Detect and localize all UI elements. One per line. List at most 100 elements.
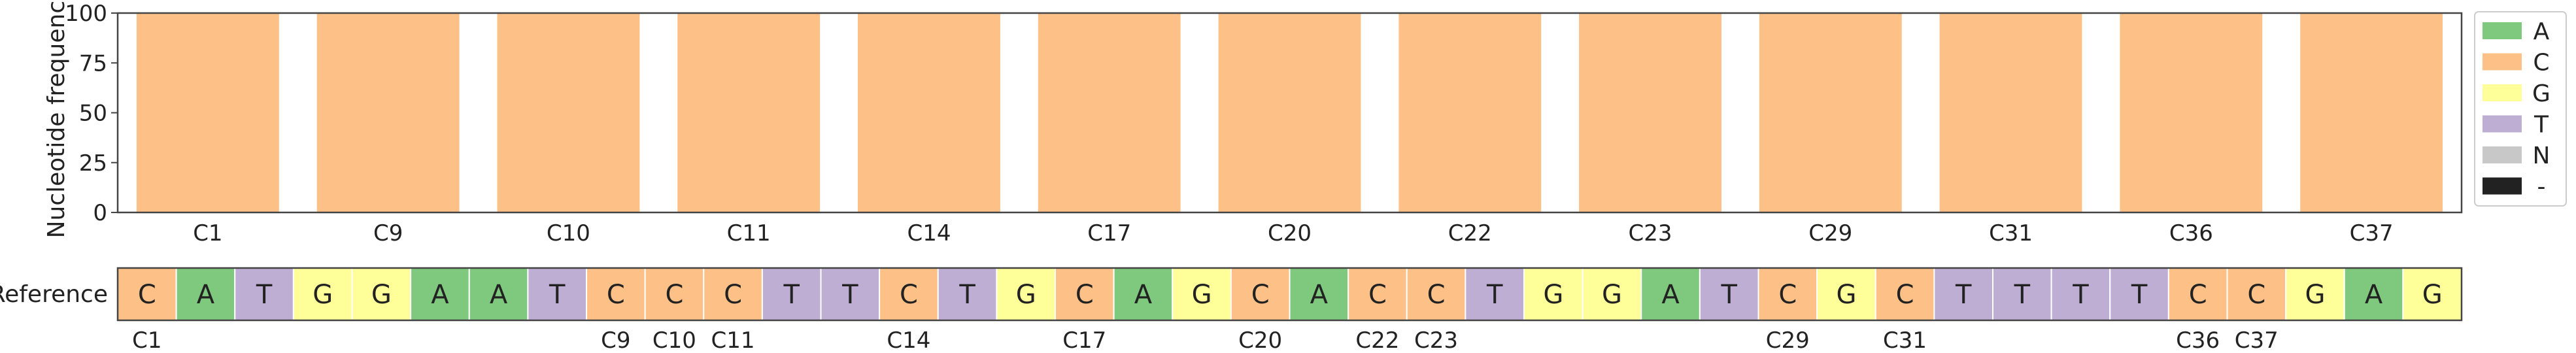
reference-cell: [351, 267, 412, 321]
reference-nucleotide: T: [1486, 280, 1503, 310]
reference-nucleotide: C: [900, 280, 918, 310]
reference-cell: [644, 267, 705, 321]
x-tick-label: C31: [1989, 220, 2033, 246]
legend-swatch-G: [2483, 84, 2522, 101]
reference-nucleotide: C: [1778, 280, 1797, 310]
y-tick-label: 0: [93, 200, 107, 226]
reference-nucleotide: T: [1955, 280, 1972, 310]
legend-swatch-T: [2483, 115, 2522, 133]
y-tick-label: 75: [79, 50, 107, 76]
legend-swatch-A: [2483, 22, 2522, 39]
reference-cell: [1230, 267, 1291, 321]
reference-nucleotide: T: [256, 280, 273, 310]
reference-cell: [2343, 267, 2404, 321]
legend-box: [2474, 11, 2567, 207]
legend-swatch-C: [2483, 53, 2522, 71]
reference-nucleotide: T: [783, 280, 800, 310]
reference-cell: [1816, 267, 1876, 321]
reference-position-label: C31: [1883, 328, 1927, 353]
bar-C17-C: [1038, 13, 1181, 212]
bar-C23-C: [1579, 13, 1721, 212]
reference-nucleotide: A: [1310, 280, 1329, 310]
x-tick-label: C22: [1448, 220, 1492, 246]
bar-C37-C: [2300, 13, 2443, 212]
reference-cell: [234, 267, 294, 321]
reference-nucleotide: C: [607, 280, 625, 310]
x-tick-label: C17: [1087, 220, 1131, 246]
reference-nucleotide: C: [1368, 280, 1387, 310]
reference-position-label: C10: [652, 328, 696, 353]
bar-C14-C: [858, 13, 1000, 212]
y-tick-label: 25: [79, 150, 107, 176]
reference-cell: [2226, 267, 2287, 321]
reference-position-label: C20: [1238, 328, 1282, 353]
reference-nucleotide: C: [724, 280, 742, 310]
reference-nucleotide: T: [2131, 280, 2148, 310]
bar-C36-C: [2120, 13, 2263, 212]
reference-nucleotide: C: [1427, 280, 1446, 310]
reference-nucleotide: G: [1016, 280, 1036, 310]
reference-position-label: C17: [1062, 328, 1106, 353]
reference-nucleotide: C: [1896, 280, 1914, 310]
y-tick-label: 100: [65, 1, 107, 27]
reference-label: Reference: [0, 281, 108, 308]
reference-nucleotide: G: [1192, 280, 1212, 310]
legend-label: T: [2534, 112, 2549, 139]
y-tick-label: 50: [79, 101, 107, 127]
reference-cell: [1582, 267, 1642, 321]
bar-C10-C: [497, 13, 640, 212]
reference-position-label: C14: [887, 328, 930, 353]
reference-cell: [1172, 267, 1232, 321]
reference-nucleotide: A: [431, 280, 449, 310]
x-tick-label: C20: [1268, 220, 1312, 246]
bar-C11-C: [677, 13, 821, 212]
reference-nucleotide: C: [138, 280, 156, 310]
reference-nucleotide: G: [1543, 280, 1563, 310]
reference-nucleotide: G: [313, 280, 333, 310]
reference-nucleotide: A: [490, 280, 508, 310]
reference-nucleotide: C: [2189, 280, 2207, 310]
reference-nucleotide: C: [1251, 280, 1270, 310]
reference-position-label: C29: [1766, 328, 1810, 353]
reference-nucleotide: G: [2422, 280, 2443, 310]
reference-position-label: C11: [711, 328, 755, 353]
bar-C29-C: [1759, 13, 1902, 212]
reference-nucleotide: T: [549, 280, 566, 310]
bar-C9-C: [316, 13, 460, 212]
reference-nucleotide: G: [371, 280, 392, 310]
reference-cell: [1933, 267, 1993, 321]
reference-nucleotide: A: [2365, 280, 2383, 310]
legend-label: N: [2533, 143, 2551, 169]
reference-frame: [116, 267, 2463, 322]
x-tick-label: C10: [547, 220, 590, 246]
legend-swatch-N: [2483, 146, 2522, 163]
reference-cell: [879, 267, 939, 321]
legend-label: A: [2534, 18, 2550, 45]
x-tick-label: C9: [373, 220, 403, 246]
reference-cell: [410, 267, 470, 321]
bar-C22-C: [1398, 13, 1542, 212]
x-tick-label: C1: [193, 220, 222, 246]
reference-nucleotide: C: [1076, 280, 1094, 310]
legend-label: C: [2533, 50, 2549, 76]
reference-position-label: C22: [1355, 328, 1399, 353]
reference-cell: [1523, 267, 1584, 321]
x-tick-label: C14: [907, 220, 951, 246]
x-tick-label: C11: [727, 220, 771, 246]
bar-C1-C: [136, 13, 279, 212]
reference-cell: [1289, 267, 1349, 321]
reference-nucleotide: C: [665, 280, 683, 310]
reference-nucleotide: A: [1661, 280, 1680, 310]
reference-cell: [996, 267, 1056, 321]
reference-position-label: C9: [601, 328, 630, 353]
reference-nucleotide: G: [1602, 280, 1622, 310]
reference-cell: [1347, 267, 1408, 321]
x-tick-label: C29: [1808, 220, 1852, 246]
reference-cell: [703, 267, 763, 321]
legend-label: G: [2532, 80, 2551, 107]
reference-nucleotide: T: [841, 280, 858, 310]
reference-position-label: C23: [1414, 328, 1458, 353]
legend-label: -: [2537, 174, 2546, 201]
reference-cell: [820, 267, 881, 321]
